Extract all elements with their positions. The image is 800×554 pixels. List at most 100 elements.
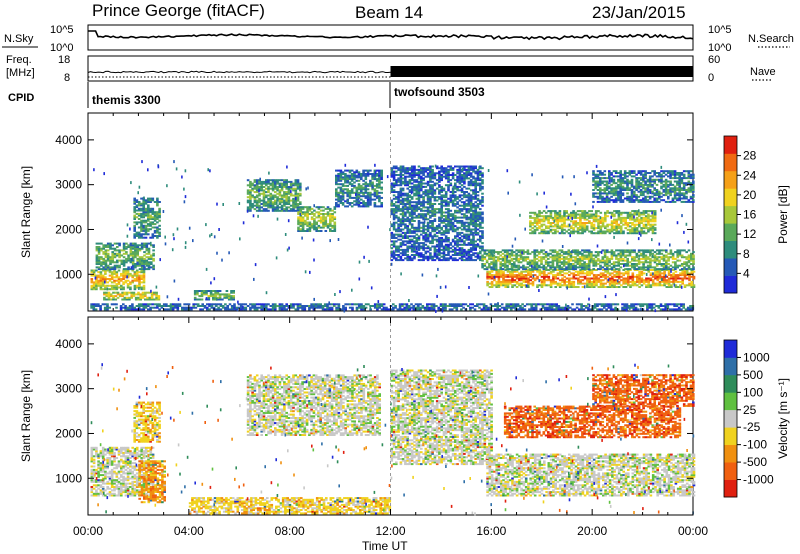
power-cell xyxy=(131,247,135,250)
power-cell xyxy=(373,203,377,206)
power-cell xyxy=(456,259,459,262)
power-cell xyxy=(297,219,300,222)
power-cell xyxy=(399,255,403,258)
power-cell xyxy=(456,201,459,204)
power-cell xyxy=(339,190,343,192)
power-cell xyxy=(476,257,480,260)
power-cell xyxy=(285,201,288,204)
power-cell xyxy=(413,209,416,212)
power-cell xyxy=(276,199,279,202)
power-cell xyxy=(440,196,443,199)
power-cell xyxy=(518,275,521,278)
power-cell xyxy=(501,264,505,267)
power-cell xyxy=(656,270,659,273)
power-cell xyxy=(488,272,492,275)
power-cell xyxy=(357,186,361,189)
power-cell xyxy=(337,176,340,179)
power-cell xyxy=(392,194,396,197)
power-cell xyxy=(142,202,145,205)
power-cell xyxy=(329,207,332,210)
power-cell xyxy=(155,293,158,296)
power-cell xyxy=(426,209,430,212)
noise-search-label: N.Search xyxy=(748,33,794,45)
power-cell xyxy=(497,251,500,254)
power-cell xyxy=(140,278,143,280)
power-cell xyxy=(444,243,448,246)
power-cell xyxy=(479,225,482,228)
power-cell xyxy=(560,223,564,226)
power-cell xyxy=(346,200,349,203)
power-cell xyxy=(474,220,477,222)
power-cell xyxy=(517,254,521,257)
power-cell xyxy=(685,261,688,264)
power-cell xyxy=(397,225,400,228)
power-cell xyxy=(617,275,621,278)
power-cell xyxy=(438,208,441,211)
power-cell xyxy=(395,206,398,209)
power-cell xyxy=(422,255,425,258)
power-cell xyxy=(454,252,457,255)
power-cell xyxy=(362,179,365,182)
power-cell xyxy=(494,268,498,271)
power-cell xyxy=(417,201,421,204)
power-cell xyxy=(292,189,295,192)
power-cell xyxy=(292,206,295,209)
power-cell xyxy=(346,195,349,198)
power-cell xyxy=(469,214,473,217)
power-cell xyxy=(410,259,414,262)
power-cell xyxy=(125,296,129,299)
power-cell xyxy=(690,280,694,283)
power-cell xyxy=(408,242,412,245)
power-cell xyxy=(350,184,354,187)
power-cell xyxy=(138,276,141,279)
power-cell xyxy=(99,271,103,274)
power-cell xyxy=(156,216,159,219)
power-cell xyxy=(417,213,421,216)
power-cell xyxy=(519,261,523,264)
power-cell xyxy=(590,227,593,230)
power-cell xyxy=(447,257,450,260)
power-cell xyxy=(127,266,130,269)
power-cell xyxy=(431,240,434,243)
power-cell xyxy=(444,226,448,229)
power-cell xyxy=(581,286,585,288)
power-cell xyxy=(92,281,96,284)
power-cell xyxy=(417,182,421,185)
power-cell xyxy=(90,286,94,289)
power-cell xyxy=(395,259,398,262)
power-cell xyxy=(346,202,349,204)
power-cell xyxy=(522,270,526,273)
power-cell xyxy=(113,286,116,289)
power-cell xyxy=(649,279,653,282)
power-cell xyxy=(353,203,356,206)
power-cell xyxy=(495,284,498,287)
power-cell xyxy=(628,261,632,264)
power-cell xyxy=(333,218,337,221)
power-cell xyxy=(481,254,484,257)
power-cell xyxy=(301,218,305,221)
power-cell xyxy=(570,280,573,283)
power-cell xyxy=(486,277,489,280)
power-cell xyxy=(285,187,288,190)
power-cell xyxy=(622,272,625,275)
power-cell xyxy=(142,269,146,272)
power-cell xyxy=(133,214,136,217)
power-cell xyxy=(306,211,309,214)
power-cell xyxy=(490,257,493,260)
power-cell xyxy=(502,282,505,285)
power-cell xyxy=(624,272,628,275)
power-cell xyxy=(617,272,621,275)
power-cell xyxy=(410,177,414,180)
power-cell xyxy=(339,196,343,199)
power-cell xyxy=(269,187,273,190)
power-cell xyxy=(413,170,416,173)
power-cell xyxy=(395,230,398,233)
power-cell xyxy=(147,204,150,207)
power-cell xyxy=(576,213,580,216)
power-cell xyxy=(378,171,381,174)
power-cell xyxy=(429,240,432,243)
power-cell xyxy=(472,170,475,173)
power-cell xyxy=(129,286,132,289)
power-cell xyxy=(672,275,675,278)
power-cell xyxy=(392,223,396,226)
